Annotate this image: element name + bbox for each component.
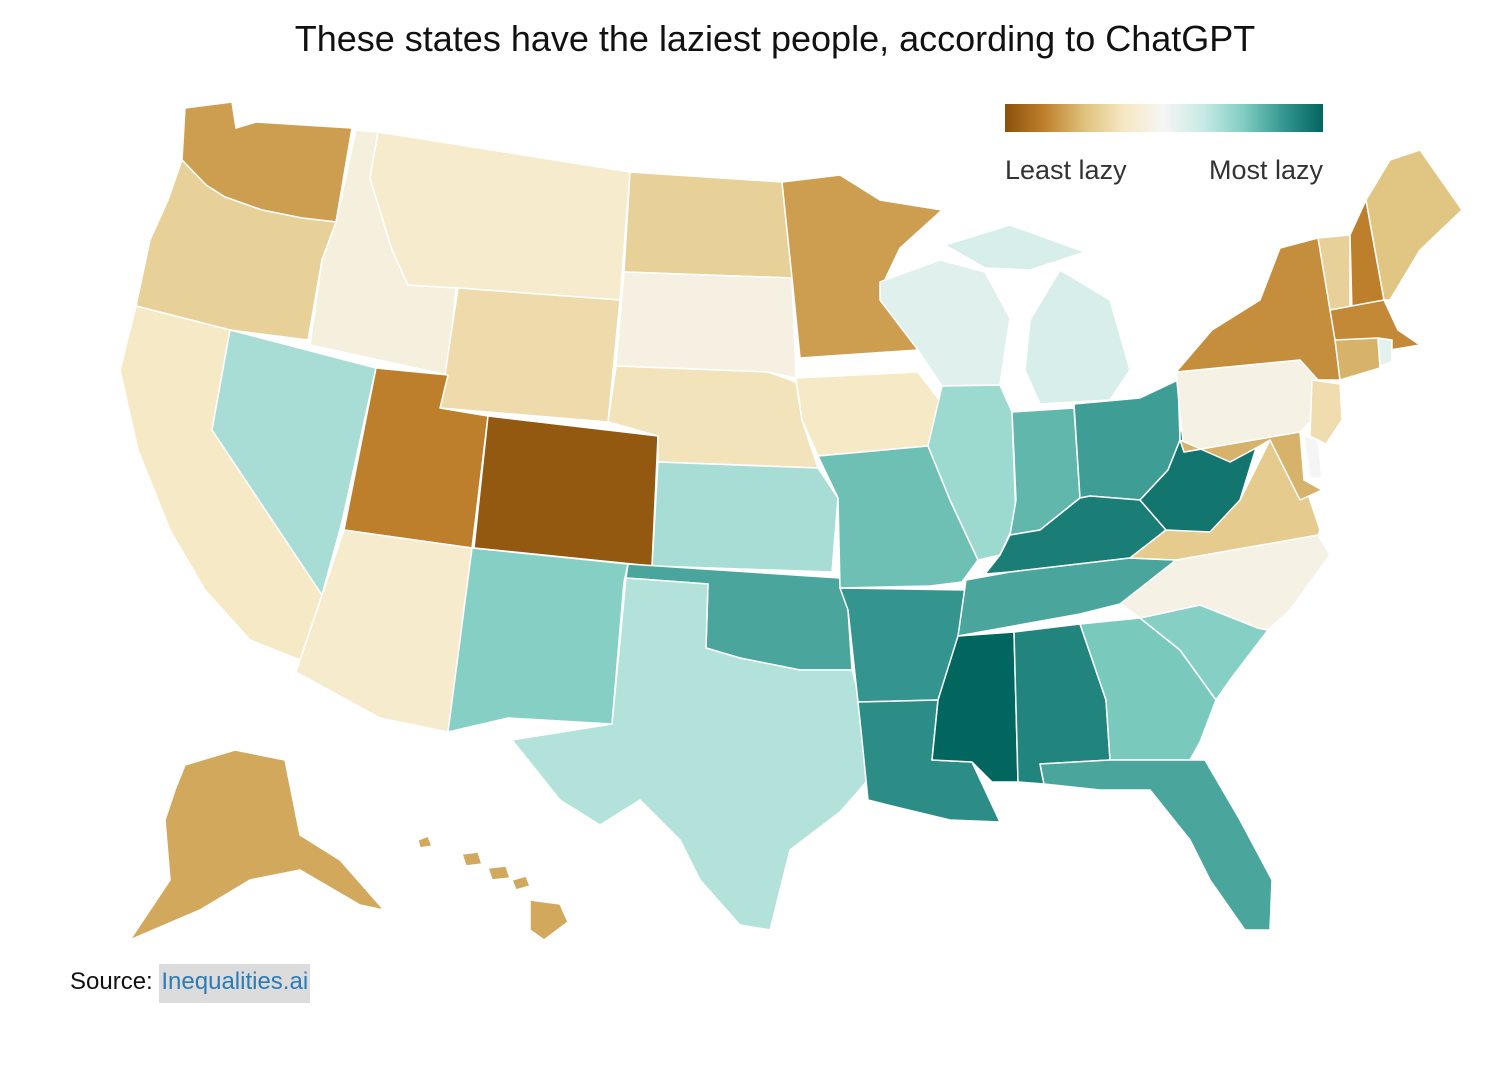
state-WY[interactable] bbox=[439, 287, 621, 423]
state-NM[interactable] bbox=[447, 547, 629, 733]
source-note: Source: Inequalities.ai bbox=[70, 964, 311, 1003]
state-MD[interactable] bbox=[1179, 431, 1323, 501]
state-IA[interactable] bbox=[795, 371, 943, 457]
state-TX[interactable] bbox=[511, 577, 869, 931]
state-FL[interactable] bbox=[1039, 759, 1273, 931]
state-AK[interactable] bbox=[129, 749, 385, 941]
legend-gradient-bar bbox=[1005, 104, 1323, 132]
state-NJ[interactable] bbox=[1309, 379, 1343, 445]
state-MT[interactable] bbox=[369, 131, 631, 301]
state-ME[interactable] bbox=[1365, 149, 1463, 301]
state-NV[interactable] bbox=[211, 329, 377, 596]
state-ND[interactable] bbox=[623, 171, 793, 279]
state-HI[interactable] bbox=[417, 835, 569, 941]
source-prefix: Source: bbox=[70, 968, 160, 995]
state-NY[interactable] bbox=[1175, 237, 1341, 381]
chart-title: These states have the laziest people, ac… bbox=[294, 18, 1256, 59]
state-MI[interactable] bbox=[944, 224, 1131, 405]
source-link[interactable]: Inequalities.ai bbox=[159, 964, 311, 1003]
state-CO[interactable] bbox=[473, 415, 659, 567]
state-RI[interactable] bbox=[1377, 337, 1393, 367]
legend-high-label: Most lazy bbox=[1208, 155, 1323, 185]
state-CT[interactable] bbox=[1334, 337, 1381, 381]
color-legend: Least lazy Most lazy bbox=[1005, 104, 1323, 186]
state-WI[interactable] bbox=[879, 259, 1011, 387]
state-SD[interactable] bbox=[615, 271, 797, 379]
state-DE[interactable] bbox=[1303, 435, 1323, 479]
legend-low-label: Least lazy bbox=[1005, 155, 1127, 185]
state-KS[interactable] bbox=[651, 461, 839, 573]
